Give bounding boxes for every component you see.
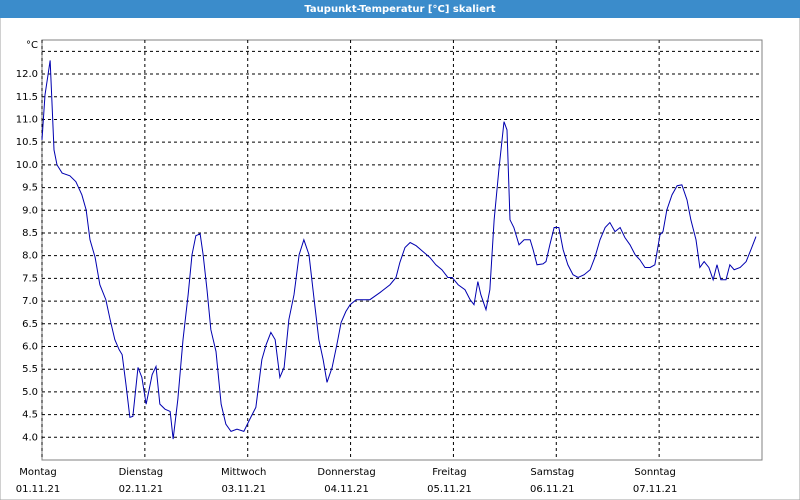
y-tick-label: 8.0	[22, 251, 38, 262]
y-unit: °C	[26, 40, 38, 51]
x-tick-label: Freitag	[432, 467, 466, 478]
x-tick-label: Montag	[19, 467, 56, 478]
y-tick-label: 4.0	[22, 432, 38, 443]
x-tick-label: Mittwoch	[221, 467, 266, 478]
x-tick-label: Sonntag	[634, 467, 676, 478]
y-tick-label: 5.5	[22, 364, 38, 375]
x-tick-label: Samstag	[530, 467, 574, 478]
chart-title: Taupunkt-Temperatur [°C] skaliert	[304, 4, 495, 15]
y-tick-label: 9.0	[22, 205, 38, 216]
x-tick-date: 01.11.21	[16, 484, 61, 495]
y-tick-label: 10.5	[16, 137, 38, 148]
x-tick-date: 02.11.21	[119, 484, 164, 495]
x-tick-date: 03.11.21	[221, 484, 266, 495]
x-tick-date: 07.11.21	[633, 484, 678, 495]
y-tick-label: 7.5	[22, 273, 38, 284]
y-tick-label: 11.5	[16, 92, 38, 103]
data-line	[41, 60, 757, 440]
y-tick-label: 8.5	[22, 228, 38, 239]
y-tick-label: 11.0	[16, 114, 38, 125]
y-tick-label: 9.5	[22, 183, 38, 194]
x-tick-label: Dienstag	[119, 467, 164, 478]
y-tick-label: 10.0	[16, 160, 38, 171]
y-tick-label: 6.0	[22, 341, 38, 352]
y-tick-label: 5.0	[22, 387, 38, 398]
x-tick-date: 06.11.21	[530, 484, 575, 495]
y-tick-label: 12.0	[16, 69, 38, 80]
y-tick-label: 4.5	[22, 410, 38, 421]
y-tick-label: 6.5	[22, 319, 38, 330]
x-tick-date: 04.11.21	[324, 484, 369, 495]
x-tick-label: Donnerstag	[317, 467, 375, 478]
y-tick-label: 7.0	[22, 296, 38, 307]
x-tick-date: 05.11.21	[427, 484, 472, 495]
title-bar	[0, 0, 800, 18]
